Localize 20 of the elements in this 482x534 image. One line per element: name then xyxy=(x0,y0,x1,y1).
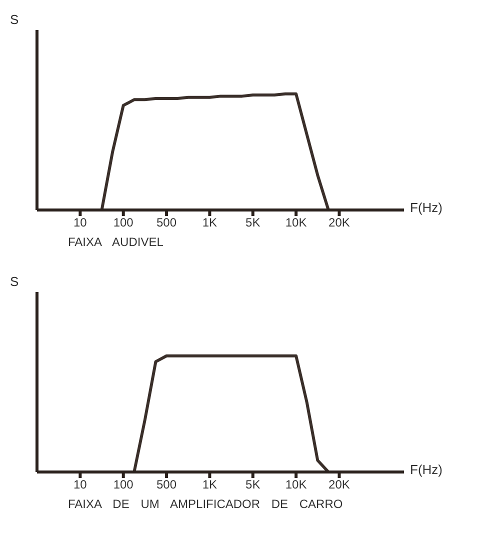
x-tick-label: 5K xyxy=(246,478,260,492)
text: FAIXA DE UM AMPLIFICADOR DE CARRO xyxy=(68,497,343,511)
x-tick-label: 20K xyxy=(328,478,350,492)
x-tick-label: 100 xyxy=(113,216,134,230)
x-tick-label: 1K xyxy=(202,478,218,492)
x-tick-label: 20K xyxy=(328,216,350,230)
x-tick-label: 500 xyxy=(156,478,177,492)
x-tick-label: 10K xyxy=(285,216,307,230)
x-axis-title: F(Hz) xyxy=(410,462,442,477)
y-axis-title: S xyxy=(10,274,19,289)
x-axis-title: F(Hz) xyxy=(410,200,442,215)
x-tick-label: 10K xyxy=(285,478,307,492)
x-tick-label: 10 xyxy=(73,216,88,230)
text: FAIXA AUDIVEL xyxy=(68,235,164,249)
x-tick-label: 1K xyxy=(202,216,218,230)
x-tick-label: 10 xyxy=(73,478,88,492)
x-tick-label: 500 xyxy=(156,216,177,230)
x-tick-label: 5K xyxy=(246,216,260,230)
x-tick-label: 100 xyxy=(113,478,134,492)
y-axis-title: S xyxy=(10,12,19,27)
